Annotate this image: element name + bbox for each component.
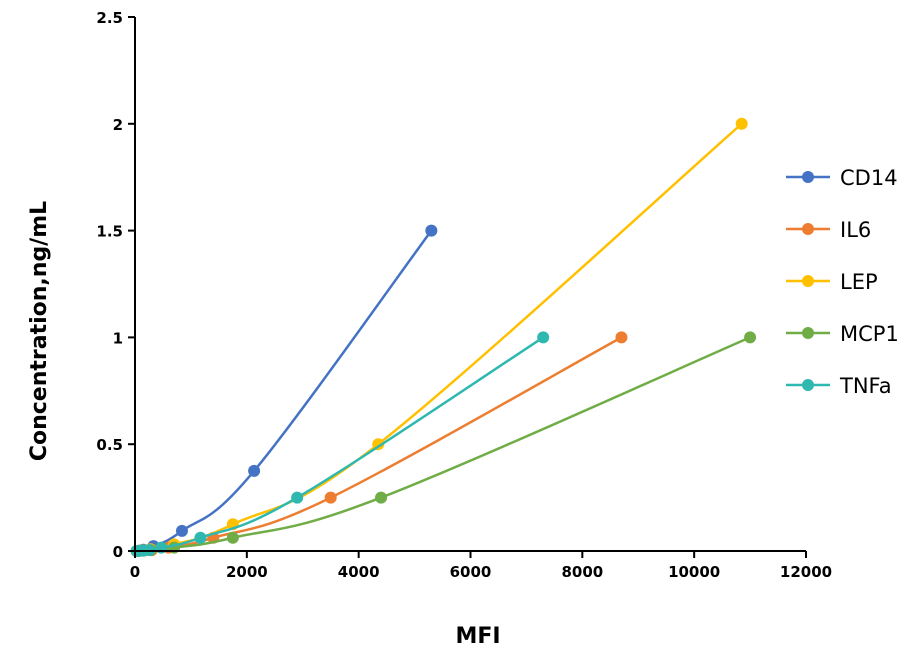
legend-marker-cd14	[802, 171, 814, 183]
legend-marker-lep	[802, 275, 814, 287]
legend-item-cd14: CD14	[786, 166, 898, 190]
series-lep	[130, 117, 748, 557]
y-tick-label: 1.5	[96, 223, 123, 241]
legend-item-tnfa: TNFa	[786, 374, 892, 398]
legend-label-mcp1: MCP1	[840, 322, 899, 346]
legend: CD14 IL6 LEP MCP1 TNFa	[786, 166, 899, 398]
data-point-il6	[324, 491, 337, 504]
data-point-cd14	[248, 464, 261, 477]
legend-marker-tnfa	[802, 379, 814, 391]
series-mcp1	[130, 331, 757, 557]
x-tick-label: 4000	[338, 563, 380, 581]
legend-marker-mcp1	[802, 327, 814, 339]
x-axis-title: MFI	[455, 624, 500, 649]
y-tick-label: 2	[113, 116, 123, 134]
series-cd14	[130, 224, 438, 557]
y-tick-label: 1	[113, 329, 123, 347]
data-point-tnfa	[291, 491, 304, 504]
x-tick-label: 10000	[668, 563, 720, 581]
x-tick-label: 12000	[780, 563, 832, 581]
data-point-tnfa	[537, 331, 550, 344]
series-line-tnfa	[136, 336, 544, 553]
data-point-mcp1	[744, 331, 757, 344]
y-axis-title: Concentration,ng/mL	[27, 201, 52, 461]
data-point-mcp1	[226, 531, 239, 544]
legend-label-tnfa: TNFa	[839, 374, 892, 398]
data-point-cd14	[425, 224, 438, 237]
legend-label-lep: LEP	[840, 270, 878, 294]
series-line-mcp1	[136, 336, 751, 553]
legend-item-lep: LEP	[786, 270, 878, 294]
x-tick-label: 2000	[226, 563, 268, 581]
x-tick-label: 8000	[561, 563, 603, 581]
x-tick-label: 6000	[450, 563, 492, 581]
y-tick-label: 2.5	[96, 9, 123, 27]
x-tick-label: 0	[130, 563, 140, 581]
series-line-lep	[136, 122, 743, 553]
data-point-lep	[735, 117, 748, 130]
series-line-cd14	[136, 229, 433, 553]
legend-label-cd14: CD14	[840, 166, 898, 190]
data-point-tnfa	[194, 531, 207, 544]
legend-marker-il6	[802, 223, 814, 235]
legend-item-il6: IL6	[786, 218, 871, 242]
y-tick-label: 0.5	[96, 436, 123, 454]
legend-label-il6: IL6	[840, 218, 871, 242]
legend-item-mcp1: MCP1	[786, 322, 899, 346]
data-point-il6	[615, 331, 628, 344]
y-axis: 0 0.5 1 1.5 2 2.5	[96, 9, 136, 561]
plot-area	[130, 117, 757, 557]
data-point-mcp1	[375, 491, 388, 504]
x-axis: 0 2000 4000 6000 8000 10000 12000	[130, 550, 832, 581]
y-tick-label: 0	[113, 543, 123, 561]
data-point-cd14	[175, 524, 188, 537]
